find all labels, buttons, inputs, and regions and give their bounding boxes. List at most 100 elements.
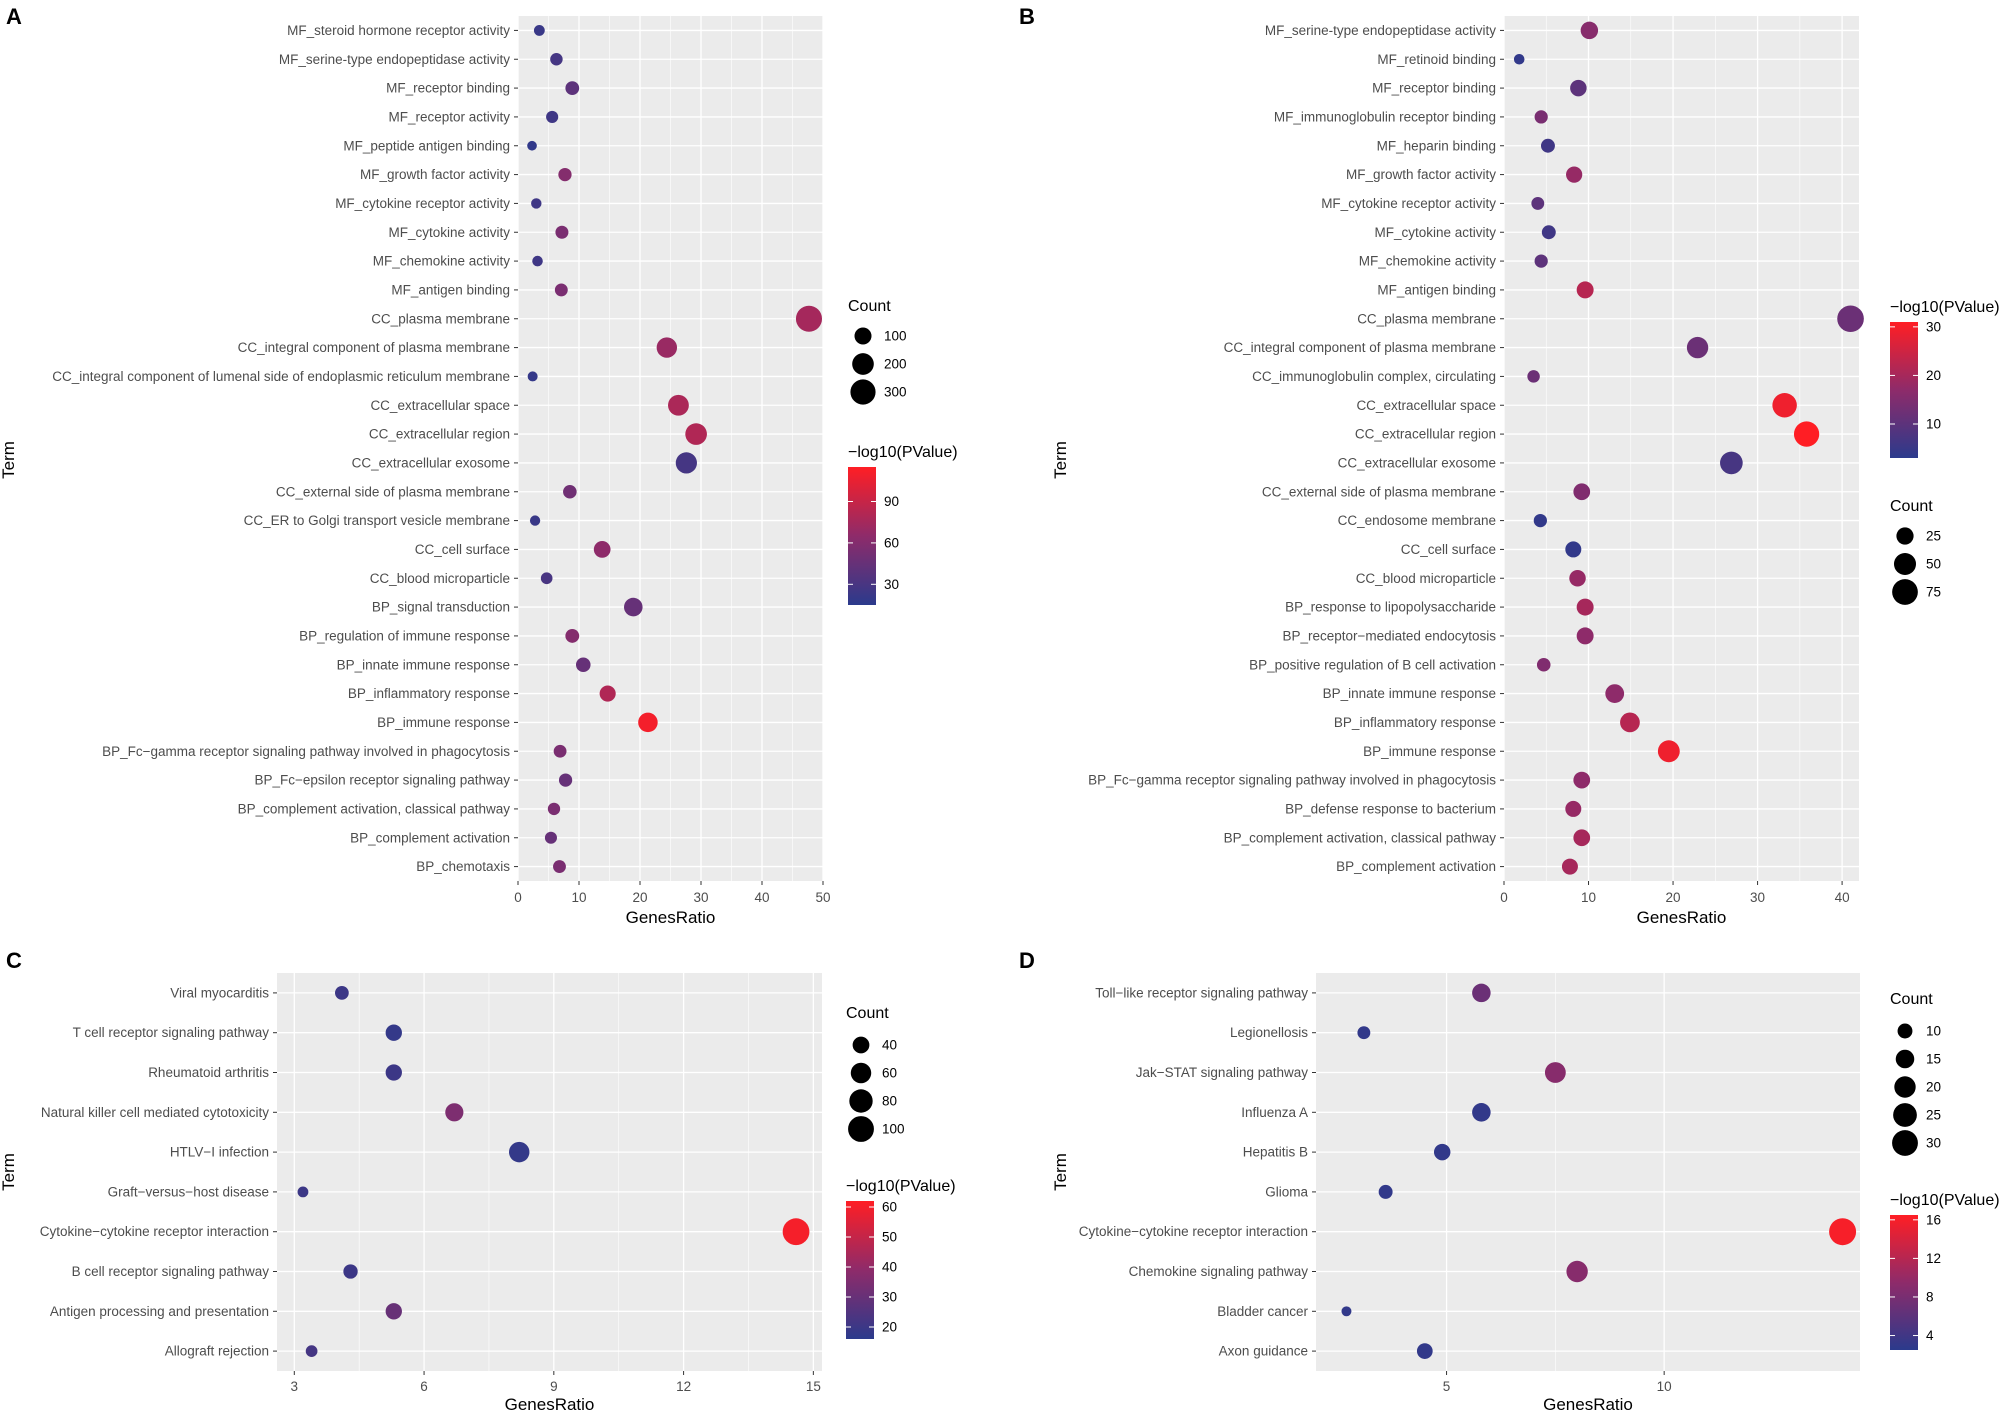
data-point	[1566, 166, 1583, 183]
data-point	[1513, 53, 1525, 65]
term-label: BP_positive regulation of B cell activat…	[1249, 657, 1496, 672]
data-point	[593, 541, 611, 558]
term-label: CC_cell surface	[1401, 542, 1496, 557]
size-legend-label: 200	[884, 357, 907, 372]
x-tick-label: 20	[632, 890, 647, 905]
x-tick-label: 0	[514, 890, 522, 905]
term-label: MF_chemokine activity	[1359, 254, 1497, 269]
term-label: CC_extracellular exosome	[1338, 455, 1496, 470]
size-legend-key	[1893, 1103, 1917, 1127]
data-point	[1527, 370, 1540, 383]
data-point	[554, 283, 568, 297]
size-legend-key	[849, 1089, 873, 1113]
size-legend-key	[1892, 1130, 1918, 1156]
term-label: CC_integral component of lumenal side of…	[52, 369, 510, 384]
data-point	[638, 712, 658, 733]
x-tick-label: 10	[1581, 890, 1596, 905]
y-axis-title: Term	[1051, 1153, 1070, 1191]
color-legend-title: −log10(PValue)	[848, 444, 958, 461]
panel-c: C Viral myocarditis T cell receptor signal…	[0, 948, 956, 1413]
panel-label: B	[1019, 4, 1035, 29]
term-label: CC_external side of plasma membrane	[1262, 484, 1496, 499]
data-point	[1576, 281, 1594, 299]
data-point	[335, 986, 349, 1000]
data-point	[532, 255, 543, 267]
color-legend-bar	[846, 1201, 874, 1339]
term-label: MF_retinoid binding	[1377, 52, 1496, 67]
term-label: Viral myocarditis	[170, 985, 269, 1000]
panel-d: D Toll−like receptor signaling pathway Leg…	[1019, 948, 2000, 1413]
x-tick-label: 10	[571, 890, 586, 905]
term-label: BP_Fc−gamma receptor signaling pathway i…	[102, 744, 510, 759]
data-point	[1534, 110, 1548, 124]
data-point	[540, 572, 553, 585]
term-label: Chemokine signaling pathway	[1129, 1264, 1309, 1279]
term-label: Jak−STAT signaling pathway	[1136, 1065, 1308, 1080]
data-point	[1561, 858, 1578, 875]
x-tick-label: 30	[1750, 890, 1765, 905]
data-point	[1416, 1343, 1433, 1359]
panel-label: A	[6, 4, 22, 29]
term-label: HTLV−I infection	[170, 1145, 269, 1160]
color-legend-label: 40	[882, 1260, 897, 1275]
data-point	[533, 24, 545, 36]
data-point	[599, 685, 616, 702]
x-tick-label: 30	[693, 890, 708, 905]
color-legend-bar	[1890, 322, 1918, 458]
data-point	[1605, 684, 1625, 703]
term-label: BP_inflammatory response	[1334, 715, 1496, 730]
data-point	[527, 371, 538, 382]
data-point	[553, 860, 566, 874]
data-point	[508, 1141, 530, 1163]
size-legend-key	[850, 379, 876, 405]
term-label: BP_complement activation	[1336, 859, 1496, 874]
term-label: CC_immunoglobulin complex, circulating	[1252, 369, 1496, 384]
data-point	[385, 1303, 402, 1320]
color-legend-label: 8	[1926, 1289, 1934, 1304]
term-label: Toll−like receptor signaling pathway	[1095, 985, 1308, 1000]
data-point	[1720, 451, 1743, 475]
size-legend-title: Count	[1890, 498, 1933, 515]
size-legend-key	[852, 1036, 870, 1054]
plot-background	[1316, 973, 1860, 1371]
term-label: CC_extracellular exosome	[352, 455, 510, 470]
size-legend-label: 100	[882, 1122, 905, 1137]
data-point	[1341, 1306, 1352, 1317]
data-point	[531, 198, 542, 209]
color-legend-label: 20	[882, 1320, 897, 1335]
size-legend-label: 75	[1926, 585, 1941, 600]
color-legend-label: 30	[884, 577, 899, 592]
data-point	[1531, 196, 1545, 210]
term-label: Legionellosis	[1230, 1025, 1308, 1040]
term-label: CC_extracellular space	[370, 398, 510, 413]
data-point	[1573, 829, 1591, 847]
term-label: CC_integral component of plasma membrane	[1224, 340, 1496, 355]
term-label: BP_regulation of immune response	[299, 628, 510, 643]
data-point	[445, 1103, 464, 1122]
data-point	[558, 773, 573, 787]
color-legend-label: 50	[882, 1230, 897, 1245]
data-point	[1576, 627, 1594, 645]
data-point	[1829, 1218, 1857, 1246]
data-point	[1793, 421, 1820, 447]
term-label: MF_receptor binding	[386, 81, 510, 96]
size-legend-key	[1895, 1049, 1915, 1069]
x-tick-label: 3	[291, 1379, 299, 1394]
x-axis-title: GenesRatio	[1637, 908, 1727, 927]
size-legend-title: Count	[846, 1005, 889, 1022]
size-legend-label: 40	[882, 1038, 897, 1053]
color-legend-title: −log10(PValue)	[1890, 299, 2000, 316]
term-label: Antigen processing and presentation	[50, 1304, 269, 1319]
term-label: CC_plasma membrane	[371, 311, 510, 326]
size-legend-label: 10	[1926, 1024, 1941, 1039]
data-point	[675, 452, 697, 474]
size-legend-key	[848, 1116, 874, 1142]
size-legend-label: 20	[1926, 1080, 1941, 1095]
data-point	[1570, 79, 1587, 97]
data-point	[544, 831, 557, 844]
term-label: Rheumatoid arthritis	[148, 1065, 269, 1080]
color-legend-label: 90	[884, 494, 899, 509]
size-legend-label: 25	[1926, 529, 1941, 544]
data-point	[1433, 1143, 1451, 1161]
